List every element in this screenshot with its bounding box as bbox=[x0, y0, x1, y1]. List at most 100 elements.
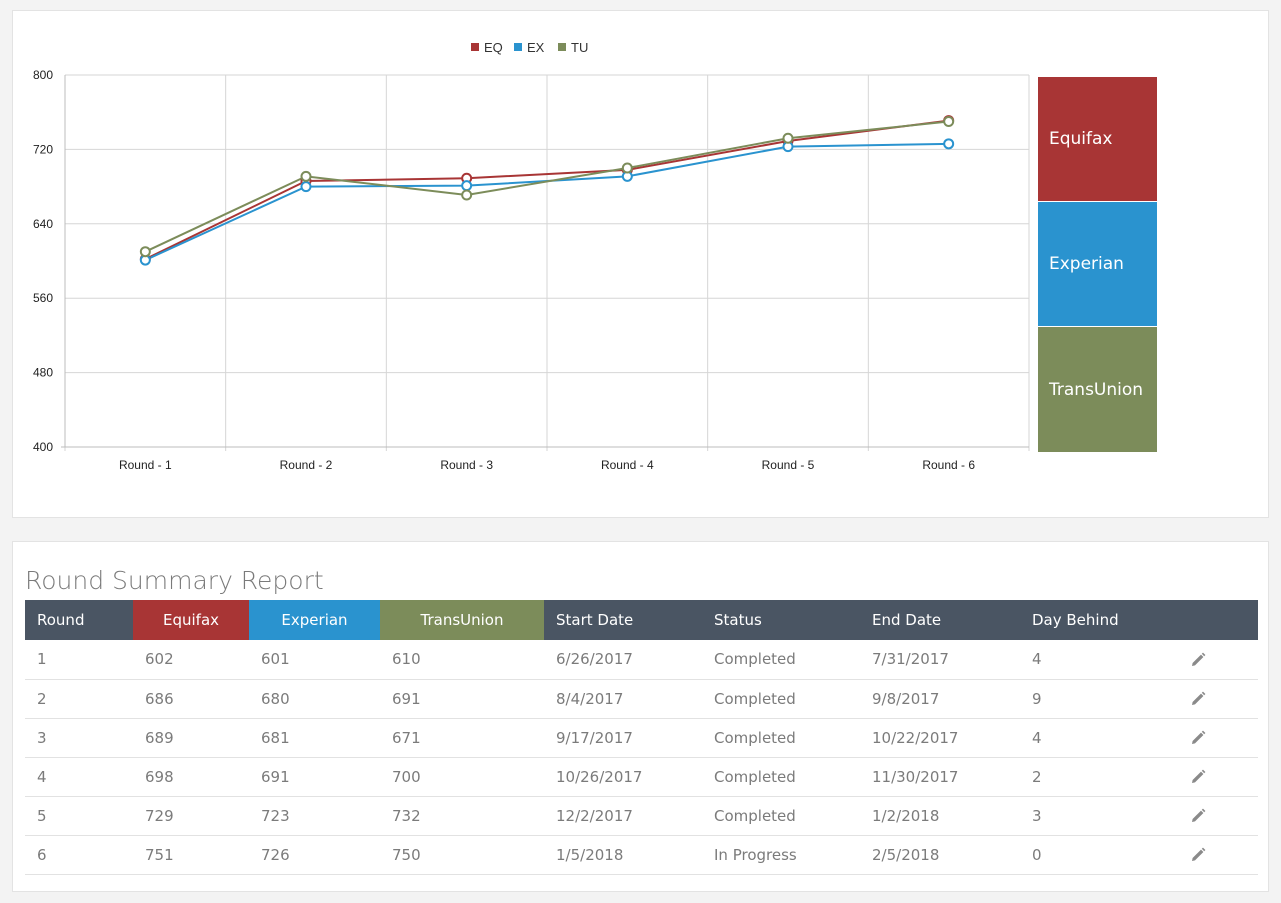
cell-equifax: 602 bbox=[133, 640, 249, 680]
cell-transunion: 750 bbox=[380, 835, 544, 875]
cell-end-date: 2/5/2018 bbox=[860, 835, 1020, 875]
y-tick-label: 720 bbox=[33, 142, 53, 156]
cell-experian: 726 bbox=[249, 835, 380, 875]
cell-status: Completed bbox=[702, 718, 860, 758]
legend-label-eq: EQ bbox=[484, 40, 503, 55]
cell-transunion: 700 bbox=[380, 757, 544, 797]
round-summary-table: Round Equifax Experian TransUnion Start … bbox=[25, 600, 1258, 875]
cell-actions bbox=[1178, 640, 1258, 680]
transunion-block[interactable]: TransUnion bbox=[1038, 327, 1157, 452]
col-status[interactable]: Status bbox=[702, 600, 860, 640]
col-actions bbox=[1178, 600, 1258, 640]
cell-equifax: 686 bbox=[133, 679, 249, 719]
pencil-icon[interactable] bbox=[1190, 730, 1206, 746]
y-tick-label: 640 bbox=[33, 217, 53, 231]
legend-label-ex: EX bbox=[527, 40, 545, 55]
table-row: 1 602 601 610 6/26/2017 Completed 7/31/2017 4 bbox=[25, 640, 1258, 680]
col-experian[interactable]: Experian bbox=[249, 600, 380, 640]
cell-end-date: 7/31/2017 bbox=[860, 640, 1020, 680]
cell-experian: 680 bbox=[249, 679, 380, 719]
cell-day-behind: 3 bbox=[1020, 796, 1178, 836]
cell-start-date: 9/17/2017 bbox=[544, 718, 702, 758]
line-chart: 400 480 560 640 720 800 Round - 1 Round - 2 Roun… bbox=[33, 40, 1030, 472]
data-point-tu bbox=[139, 246, 151, 258]
cell-actions bbox=[1178, 757, 1258, 797]
series-line-eq bbox=[144, 119, 949, 261]
cell-transunion: 610 bbox=[380, 640, 544, 680]
y-tick-label: 480 bbox=[33, 366, 53, 380]
col-equifax[interactable]: Equifax bbox=[133, 600, 249, 640]
legend-label-tu: TU bbox=[571, 40, 588, 55]
cell-actions bbox=[1178, 835, 1258, 875]
chart-panel: 400 480 560 640 720 800 Round - 1 Round - 2 Roun… bbox=[12, 10, 1269, 518]
pencil-icon[interactable] bbox=[1190, 808, 1206, 824]
report-title: Round Summary Report bbox=[25, 566, 324, 595]
cell-transunion: 691 bbox=[380, 679, 544, 719]
cell-equifax: 698 bbox=[133, 757, 249, 797]
table-row: 4 698 691 700 10/26/2017 Completed 11/30/2017 2 bbox=[25, 757, 1258, 797]
table-row: 5 729 723 732 12/2/2017 Completed 1/2/2018 3 bbox=[25, 796, 1258, 836]
table-row: 3 689 681 671 9/17/2017 Completed 10/22/2017 4 bbox=[25, 718, 1258, 758]
cell-equifax: 729 bbox=[133, 796, 249, 836]
data-point-ex bbox=[461, 180, 473, 192]
cell-start-date: 1/5/2018 bbox=[544, 835, 702, 875]
pencil-icon[interactable] bbox=[1190, 652, 1206, 668]
cell-day-behind: 9 bbox=[1020, 679, 1178, 719]
table-header-row: Round Equifax Experian TransUnion Start … bbox=[25, 600, 1258, 640]
data-point-ex bbox=[943, 138, 955, 150]
cell-start-date: 6/26/2017 bbox=[544, 640, 702, 680]
cell-start-date: 12/2/2017 bbox=[544, 796, 702, 836]
cell-status: Completed bbox=[702, 757, 860, 797]
equifax-label: Equifax bbox=[1049, 129, 1113, 149]
col-end-date[interactable]: End Date bbox=[860, 600, 1020, 640]
cell-experian: 601 bbox=[249, 640, 380, 680]
cell-day-behind: 2 bbox=[1020, 757, 1178, 797]
pencil-icon[interactable] bbox=[1190, 847, 1206, 863]
data-point-ex bbox=[300, 181, 312, 193]
x-tick-label: Round - 2 bbox=[280, 458, 333, 472]
cell-status: In Progress bbox=[702, 835, 860, 875]
cell-equifax: 751 bbox=[133, 835, 249, 875]
bureau-legend: Equifax Experian TransUnion bbox=[1038, 77, 1157, 452]
cell-day-behind: 0 bbox=[1020, 835, 1178, 875]
data-point-tu bbox=[300, 170, 312, 182]
cell-transunion: 732 bbox=[380, 796, 544, 836]
pencil-icon[interactable] bbox=[1190, 769, 1206, 785]
experian-label: Experian bbox=[1049, 254, 1124, 274]
cell-start-date: 8/4/2017 bbox=[544, 679, 702, 719]
cell-experian: 681 bbox=[249, 718, 380, 758]
cell-day-behind: 4 bbox=[1020, 718, 1178, 758]
legend-swatch-eq bbox=[471, 43, 479, 51]
y-tick-label: 400 bbox=[33, 440, 53, 454]
cell-equifax: 689 bbox=[133, 718, 249, 758]
col-transunion[interactable]: TransUnion bbox=[380, 600, 544, 640]
x-tick-label: Round - 3 bbox=[440, 458, 493, 472]
cell-end-date: 9/8/2017 bbox=[860, 679, 1020, 719]
pencil-icon[interactable] bbox=[1190, 691, 1206, 707]
x-tick-label: Round - 5 bbox=[762, 458, 815, 472]
series-line-tu bbox=[144, 120, 949, 253]
col-start-date[interactable]: Start Date bbox=[544, 600, 702, 640]
cell-status: Completed bbox=[702, 679, 860, 719]
y-tick-label: 560 bbox=[33, 291, 53, 305]
col-round[interactable]: Round bbox=[25, 600, 133, 640]
table-row: 2 686 680 691 8/4/2017 Completed 9/8/2017 9 bbox=[25, 679, 1258, 719]
cell-actions bbox=[1178, 796, 1258, 836]
transunion-label: TransUnion bbox=[1049, 379, 1144, 400]
legend-swatch-ex bbox=[514, 43, 522, 51]
cell-end-date: 10/22/2017 bbox=[860, 718, 1020, 758]
equifax-block[interactable]: Equifax bbox=[1038, 77, 1157, 202]
col-day-behind[interactable]: Day Behind bbox=[1020, 600, 1178, 640]
cell-end-date: 1/2/2018 bbox=[860, 796, 1020, 836]
data-point-tu bbox=[621, 162, 633, 174]
cell-day-behind: 4 bbox=[1020, 640, 1178, 680]
cell-transunion: 671 bbox=[380, 718, 544, 758]
cell-experian: 691 bbox=[249, 757, 380, 797]
x-tick-label: Round - 4 bbox=[601, 458, 654, 472]
report-panel: Round Summary Report Round Equifax Exper… bbox=[12, 541, 1269, 892]
cell-round: 3 bbox=[25, 718, 133, 758]
legend-swatch-tu bbox=[558, 43, 566, 51]
experian-block[interactable]: Experian bbox=[1038, 202, 1157, 327]
cell-actions bbox=[1178, 679, 1258, 719]
x-tick-label: Round - 6 bbox=[922, 458, 975, 472]
